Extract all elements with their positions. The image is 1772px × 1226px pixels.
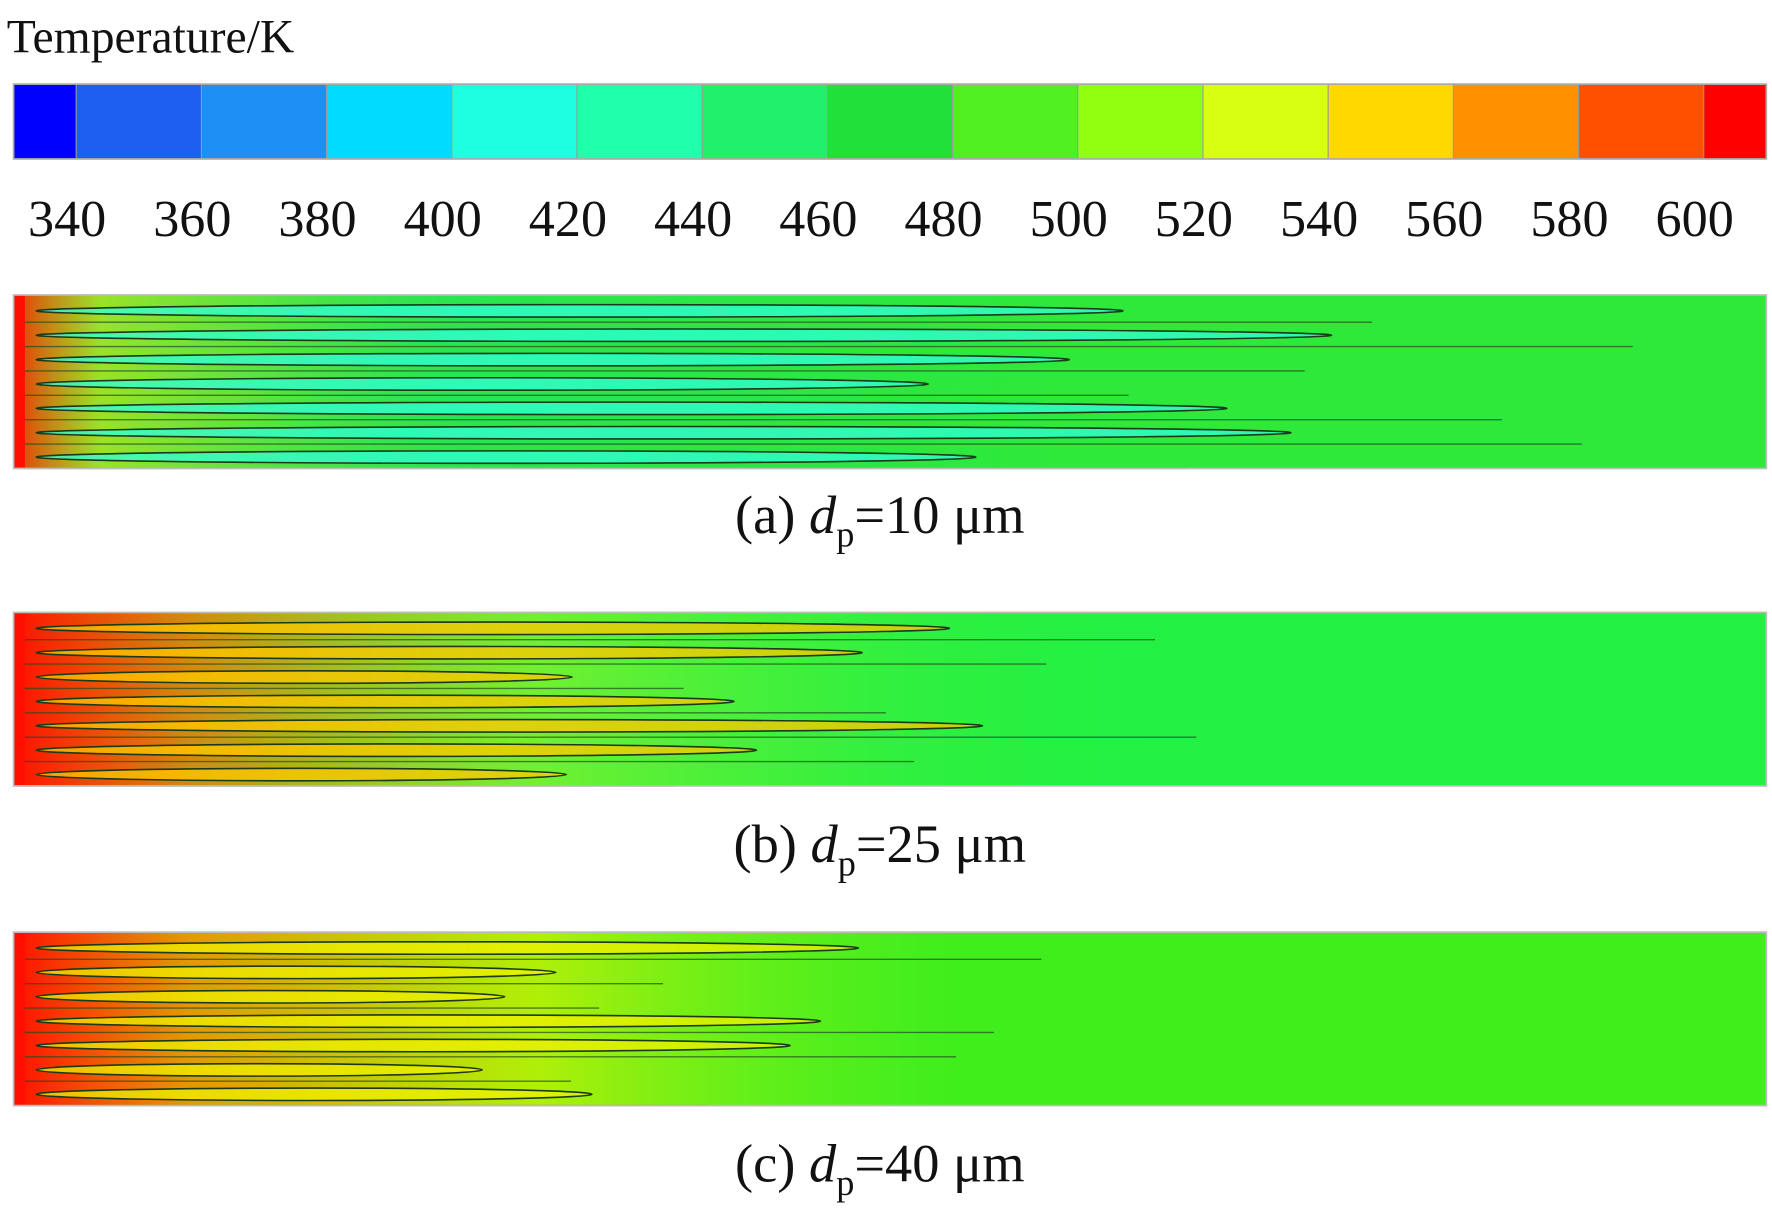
caption-value: =10 μm <box>854 485 1024 545</box>
color-band <box>326 84 452 159</box>
contour-streak <box>35 450 977 465</box>
tick-label: 580 <box>1530 191 1608 248</box>
color-band <box>702 84 828 159</box>
caption-variable: d <box>811 814 839 874</box>
color-band <box>952 84 1078 159</box>
panel-inlet <box>13 294 25 469</box>
contour-streak <box>35 425 1292 440</box>
contour-streak <box>35 670 574 685</box>
tick-label: 520 <box>1155 191 1233 248</box>
contour-streak <box>35 352 1071 367</box>
color-band <box>13 84 77 159</box>
panel-caption: (c) dp=40 μm <box>735 1134 1025 1204</box>
tick-label: 400 <box>404 191 482 248</box>
color-band <box>1077 84 1203 159</box>
caption-subscript: p <box>838 843 856 883</box>
tick-label: 500 <box>1030 191 1108 248</box>
contour-streak <box>35 965 557 980</box>
contour-streak <box>35 303 1124 318</box>
contour-streak <box>35 743 758 758</box>
contour-streak <box>35 376 930 392</box>
color-band <box>1328 84 1454 159</box>
contour-streak <box>35 401 1228 416</box>
color-band <box>201 84 327 159</box>
contour-panel: (c) dp=40 μm <box>12 931 1768 1204</box>
color-band <box>76 84 202 159</box>
contour-streak <box>35 1087 593 1102</box>
color-band <box>827 84 953 159</box>
panel-frame <box>12 931 1768 1107</box>
tick-label: 600 <box>1656 191 1734 248</box>
contour-streak <box>35 621 951 636</box>
contour-streak <box>35 718 984 733</box>
panels: (a) dp=10 μm(b) dp=25 μm(c) dp=40 μm <box>12 294 1768 1204</box>
panel-caption: (a) dp=10 μm <box>735 485 1025 555</box>
colorbar-frame <box>12 83 1768 160</box>
panel-caption: (b) dp=25 μm <box>733 814 1026 884</box>
caption-label: (a) <box>735 485 809 545</box>
panel-frame <box>12 294 1768 470</box>
tick-label: 420 <box>529 191 607 248</box>
color-band <box>1453 84 1579 159</box>
tick-label: 480 <box>904 191 982 248</box>
contour-streak <box>35 989 506 1004</box>
tick-label: 460 <box>779 191 857 248</box>
contour-streak <box>35 767 568 782</box>
contour-streak <box>35 1014 822 1029</box>
contour-streak <box>35 1038 792 1053</box>
color-band <box>576 84 703 159</box>
contour-streak <box>35 645 864 660</box>
color-band <box>1578 84 1704 159</box>
contour-panel: (a) dp=10 μm <box>12 294 1768 555</box>
contour-streak <box>35 694 735 709</box>
tick-label: 380 <box>278 191 356 248</box>
contour-streak <box>35 940 860 956</box>
caption-variable: d <box>809 485 837 545</box>
tick-label: 340 <box>28 191 106 248</box>
contour-streak <box>35 1062 484 1077</box>
caption-label: (c) <box>735 1134 809 1194</box>
caption-value: =25 μm <box>856 814 1026 874</box>
panel-frame <box>12 611 1768 787</box>
tick-label: 560 <box>1405 191 1483 248</box>
panel-inlet <box>13 612 25 786</box>
color-band <box>1703 84 1767 159</box>
tick-label: 440 <box>654 191 732 248</box>
caption-subscript: p <box>836 515 854 555</box>
tick-label: 360 <box>153 191 231 248</box>
caption-label: (b) <box>733 814 810 874</box>
colorbar: 340 360 380 400 420 440 460 480 500 520 540 560 580 6… <box>12 83 1768 248</box>
panel-inlet <box>13 932 25 1106</box>
color-band <box>451 84 577 159</box>
caption-variable: d <box>809 1134 837 1194</box>
tick-label: 540 <box>1280 191 1358 248</box>
colorbar-title: Temperature/K <box>7 11 294 63</box>
caption-subscript: p <box>836 1163 854 1203</box>
caption-value: =40 μm <box>854 1134 1024 1194</box>
contour-streak <box>35 328 1333 343</box>
color-band <box>1202 84 1329 159</box>
contour-panel: (b) dp=25 μm <box>12 611 1768 884</box>
